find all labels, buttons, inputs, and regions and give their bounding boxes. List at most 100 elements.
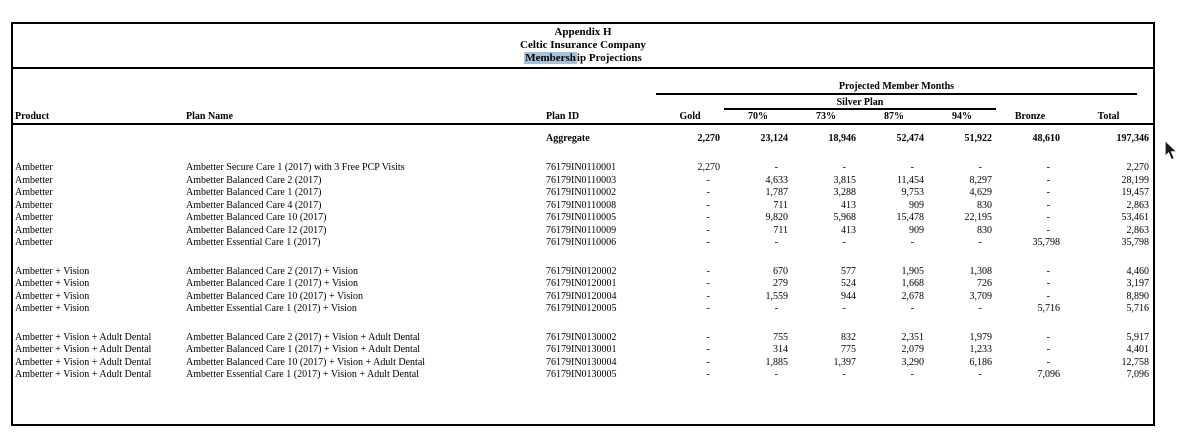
p73-cell: - [842,369,846,380]
plan-name-cell: Ambetter Balanced Care 1 (2017) + Vision [186,278,359,289]
plan-name-cell: Ambetter Balanced Care 12 (2017) [186,224,327,236]
total-cell: 2,863 [1126,199,1150,211]
p70-cell: 711 [773,224,788,236]
p87-cell: 11,454 [896,174,924,186]
bronze-cell: - [1046,174,1050,186]
p87-cell: 2,351 [901,331,925,343]
total-cell: 35,798 [1121,237,1150,248]
col-header-plan-id: Plan ID [546,111,580,122]
p73-cell: 1,397 [833,356,857,368]
total-cell: 2,270 [1126,162,1150,173]
plan-name-cell: Ambetter Essential Care 1 (2017) + Visio… [186,369,419,380]
table-row: Ambetter Ambetter Secure Care 1 (2017) w… [13,162,1153,175]
total-cell: 19,457 [1121,187,1150,198]
product-cell: Ambetter + Vision [15,265,90,277]
total-cell: 28,199 [1121,174,1150,186]
total-cell: 5,917 [1126,331,1150,343]
plan-id-cell: 76179IN0110005 [546,212,617,223]
p94-cell: - [978,369,982,380]
bronze-cell: - [1046,162,1050,173]
gold-cell: 2,270 [697,133,721,144]
p87-cell: - [910,303,914,314]
product-cell: Ambetter [15,237,53,248]
bronze-cell: - [1046,331,1050,343]
gold-cell: - [706,356,710,368]
col-header-product: Product [15,111,50,122]
p87-cell: 3,290 [901,356,925,368]
gold-cell: - [706,331,710,343]
p94-cell: 830 [977,199,992,211]
plan-id-cell: 76179IN0110003 [546,174,617,186]
aggregate-row: Aggregate 2,270 23,124 18,946 52,474 51,… [13,132,1153,145]
bronze-cell: - [1046,265,1050,277]
p70-cell: 1,787 [765,187,789,198]
product-cell: Ambetter [15,162,53,173]
p87-cell: 52,474 [896,133,925,144]
plan-id-cell: 76179IN0130001 [546,344,617,355]
p87-cell: 909 [909,224,924,236]
plan-name-cell: Ambetter Essential Care 1 (2017) [186,237,321,248]
gold-cell: - [706,290,710,302]
product-cell: Ambetter [15,174,53,186]
product-cell: Ambetter + Vision [15,303,90,314]
p94-cell: 8,297 [969,174,993,186]
p87-cell: 9,753 [901,187,925,198]
bronze-cell: 35,798 [1032,237,1061,248]
aggregate-label: Aggregate [546,133,590,144]
total-cell: 3,197 [1126,278,1150,289]
col-header-gold: Gold [679,111,701,122]
plan-name-cell: Ambetter Secure Care 1 (2017) with 3 Fre… [186,162,405,173]
report-title: Membership Projections [13,52,1153,65]
p73-cell: 775 [841,344,856,355]
col-header-plan-name: Plan Name [186,111,233,122]
p87-cell: 15,478 [896,212,925,223]
projected-member-months-header: Projected Member Months [656,81,1137,95]
p73-cell: - [842,303,846,314]
product-cell: Ambetter + Vision + Adult Dental [15,356,152,368]
col-header-bronze: Bronze [1014,111,1046,122]
table-row: Ambetter + Vision + Adult Dental Ambette… [13,357,1153,370]
header-projected-row: Projected Member Months [13,69,1153,95]
p70-cell: - [774,237,778,248]
gold-cell: - [706,344,710,355]
table-row: Ambetter + Vision Ambetter Balanced Care… [13,291,1153,304]
p70-cell: 314 [773,344,788,355]
product-cell: Ambetter + Vision + Adult Dental [15,331,152,343]
col-header-70: 70% [748,111,768,122]
table-row: Ambetter + Vision Ambetter Balanced Care… [13,266,1153,279]
bronze-cell: 5,716 [1037,303,1061,314]
p87-cell: 909 [909,199,924,211]
product-cell: Ambetter + Vision + Adult Dental [15,369,152,380]
product-cell: Ambetter + Vision [15,278,90,289]
plan-name-cell: Ambetter Balanced Care 10 (2017) [186,212,327,223]
p73-cell: - [842,237,846,248]
table-title-block: Appendix H Celtic Insurance Company Memb… [13,24,1153,69]
bronze-cell: - [1046,212,1050,223]
gold-cell: 2,270 [697,162,721,173]
bronze-cell: - [1046,278,1050,289]
plan-id-cell: 76179IN0110001 [546,162,617,173]
gold-cell: - [706,212,710,223]
p70-cell: - [774,303,778,314]
gold-cell: - [706,224,710,236]
p70-cell: 4,633 [765,174,789,186]
product-cell: Ambetter [15,187,53,198]
gold-cell: - [706,237,710,248]
p87-cell: - [910,369,914,380]
p70-cell: - [774,162,778,173]
p73-cell: 524 [841,278,856,289]
table-row: Ambetter Ambetter Balanced Care 2 (2017)… [13,175,1153,188]
p73-cell: - [842,162,846,173]
plan-id-cell: 76179IN0110002 [546,187,617,198]
total-cell: 53,461 [1121,212,1150,223]
mouse-cursor [1164,140,1179,161]
p94-cell: 3,709 [969,290,993,302]
table-row: Ambetter + Vision Ambetter Essential Car… [13,303,1153,316]
gold-cell: - [706,278,710,289]
p94-cell: 6,186 [969,356,993,368]
membership-projections-table: Appendix H Celtic Insurance Company Memb… [11,22,1155,426]
bronze-cell: - [1046,187,1050,198]
table-row: Ambetter + Vision + Adult Dental Ambette… [13,344,1153,357]
table-row: Ambetter + Vision Ambetter Balanced Care… [13,278,1153,291]
product-cell: Ambetter + Vision + Adult Dental [15,344,152,355]
